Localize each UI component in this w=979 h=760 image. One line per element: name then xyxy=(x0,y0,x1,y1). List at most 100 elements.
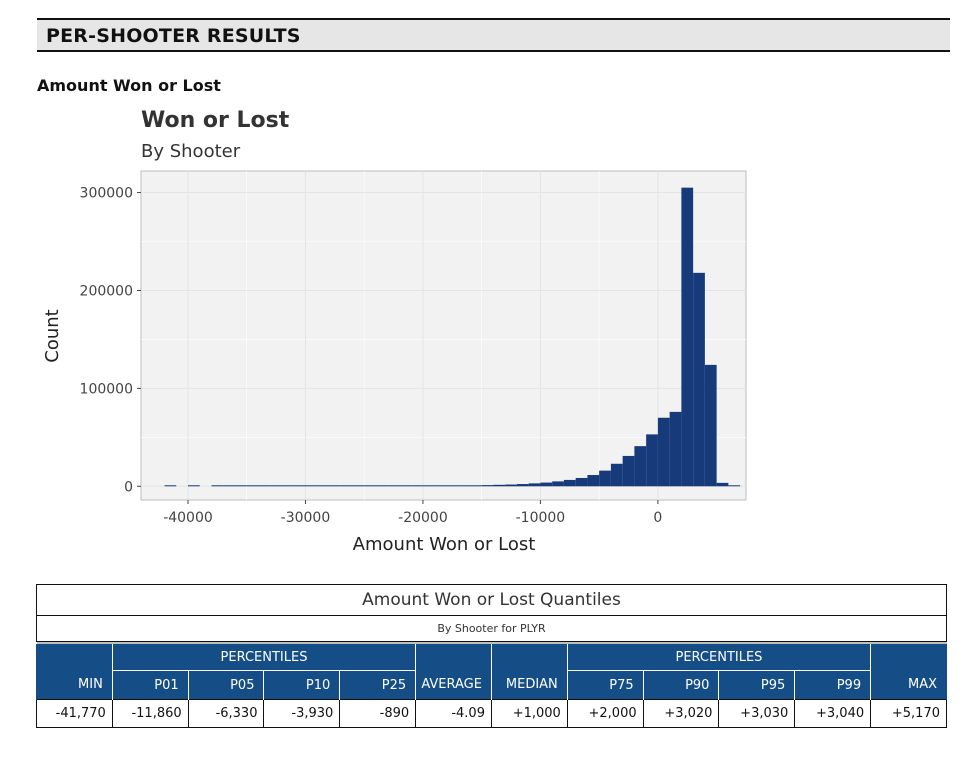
histogram-bar xyxy=(505,484,517,487)
histogram-bar xyxy=(281,485,294,487)
histogram-bar xyxy=(563,479,576,487)
histogram-bar xyxy=(610,463,623,487)
histogram-bar xyxy=(528,483,541,487)
histogram-bar xyxy=(270,485,282,487)
value-cell-p10: -3,930 xyxy=(263,699,341,728)
plot-panel xyxy=(140,170,747,501)
histogram-bar xyxy=(704,364,717,487)
histogram-bar xyxy=(293,485,306,487)
histogram-bar xyxy=(434,485,447,487)
histogram-bar xyxy=(352,485,365,487)
histogram-bar xyxy=(399,485,412,487)
percentiles-group-left: PERCENTILES xyxy=(111,644,417,671)
histogram-bar xyxy=(716,482,729,487)
histogram-bar xyxy=(493,484,506,487)
value-cell-median: +1,000 xyxy=(490,699,568,728)
histogram-bar xyxy=(622,455,635,487)
histogram-bar xyxy=(375,485,388,487)
histogram-bar xyxy=(387,485,400,487)
quantiles-table: Amount Won or Lost Quantiles By Shooter … xyxy=(36,584,947,728)
x-tick-label: -20000 xyxy=(398,510,448,526)
histogram-bar xyxy=(422,485,435,487)
y-tick-label: 200000 xyxy=(80,283,133,299)
value-cell-p05: -6,330 xyxy=(187,699,265,728)
column-header: MAX xyxy=(870,670,947,700)
histogram-bar xyxy=(587,475,600,487)
column-header: AVERAGE xyxy=(415,670,492,700)
header-spacer xyxy=(36,644,113,671)
column-header: MEDIAN xyxy=(490,670,568,700)
x-tick-label: -40000 xyxy=(163,510,213,526)
value-cell-p25: -890 xyxy=(339,699,417,728)
column-header: P90 xyxy=(642,670,720,700)
x-tick-label: -30000 xyxy=(281,510,331,526)
histogram-bar xyxy=(340,485,353,487)
histogram-bar xyxy=(234,485,247,487)
histogram-bar xyxy=(728,485,741,487)
value-cell-p95: +3,030 xyxy=(718,699,796,728)
column-header: P01 xyxy=(111,670,189,700)
y-axis: 0 100000 200000 300000 xyxy=(80,186,141,495)
value-cell-average: -4.09 xyxy=(415,699,492,728)
histogram-bar xyxy=(481,485,494,487)
table-subtitle: By Shooter for PLYR xyxy=(36,615,947,642)
histogram-bar xyxy=(411,485,423,487)
histogram-bar xyxy=(164,485,177,487)
histogram-bar xyxy=(575,477,588,487)
subsection-title: Amount Won or Lost xyxy=(37,76,221,95)
histogram-bar xyxy=(540,482,553,487)
column-header: P95 xyxy=(718,670,796,700)
y-axis-title: Count xyxy=(42,309,63,362)
column-header: MIN xyxy=(36,670,113,700)
histogram-bar xyxy=(681,187,694,487)
chart-subtitle: By Shooter xyxy=(141,141,241,162)
grid-minor xyxy=(141,171,746,500)
histogram-bar xyxy=(317,485,329,487)
table-row: -41,770 -11,860 -6,330 -3,930 -890 -4.09… xyxy=(36,699,947,728)
column-header: P10 xyxy=(263,670,341,700)
value-cell-p01: -11,860 xyxy=(111,699,189,728)
histogram-bar xyxy=(211,485,224,487)
percentiles-group-right: PERCENTILES xyxy=(566,644,872,671)
histogram-bar xyxy=(693,272,705,487)
y-tick-label: 100000 xyxy=(80,381,133,397)
histogram-bar xyxy=(258,485,271,487)
x-axis-title: Amount Won or Lost xyxy=(353,534,536,555)
x-tick-label: 0 xyxy=(653,510,662,526)
header-spacer xyxy=(870,644,947,671)
column-header: P99 xyxy=(794,670,872,700)
histogram-bar xyxy=(246,485,259,487)
histogram-bars xyxy=(164,187,741,487)
value-cell-p75: +2,000 xyxy=(566,699,644,728)
header-spacer xyxy=(490,644,568,671)
histogram-bar xyxy=(458,485,470,487)
chart-title: Won or Lost xyxy=(141,108,290,133)
column-header: P05 xyxy=(187,670,265,700)
x-axis: -40000 -30000 -20000 -10000 0 xyxy=(163,500,662,526)
y-tick-label: 0 xyxy=(124,479,133,495)
y-tick-label: 300000 xyxy=(80,186,133,202)
histogram-bar xyxy=(599,470,611,487)
histogram-bar xyxy=(469,485,482,487)
histogram-chart: 0 100000 200000 300000 -40000 -30000 -20000 -1… xyxy=(42,170,747,555)
histogram-bar xyxy=(305,485,318,487)
histogram-bar xyxy=(328,485,341,487)
value-cell-max: +5,170 xyxy=(870,699,947,728)
histogram-bar xyxy=(657,417,670,487)
value-cell-p90: +3,020 xyxy=(642,699,720,728)
header-spacer xyxy=(415,644,492,671)
table-title: Amount Won or Lost Quantiles xyxy=(36,584,947,616)
x-tick-label: -10000 xyxy=(516,510,566,526)
histogram-bar xyxy=(552,481,564,487)
histogram-bar xyxy=(223,485,235,487)
histogram-bar xyxy=(646,434,658,487)
histogram-bar xyxy=(634,446,647,487)
histogram-bar xyxy=(187,485,200,487)
histogram-bar xyxy=(516,484,529,487)
section-title: PER-SHOOTER RESULTS xyxy=(46,25,301,47)
column-header: P25 xyxy=(339,670,417,700)
value-cell-min: -41,770 xyxy=(36,699,113,728)
section-header: PER-SHOOTER RESULTS xyxy=(37,18,950,52)
value-cell-p99: +3,040 xyxy=(794,699,872,728)
histogram-bar xyxy=(446,485,459,487)
